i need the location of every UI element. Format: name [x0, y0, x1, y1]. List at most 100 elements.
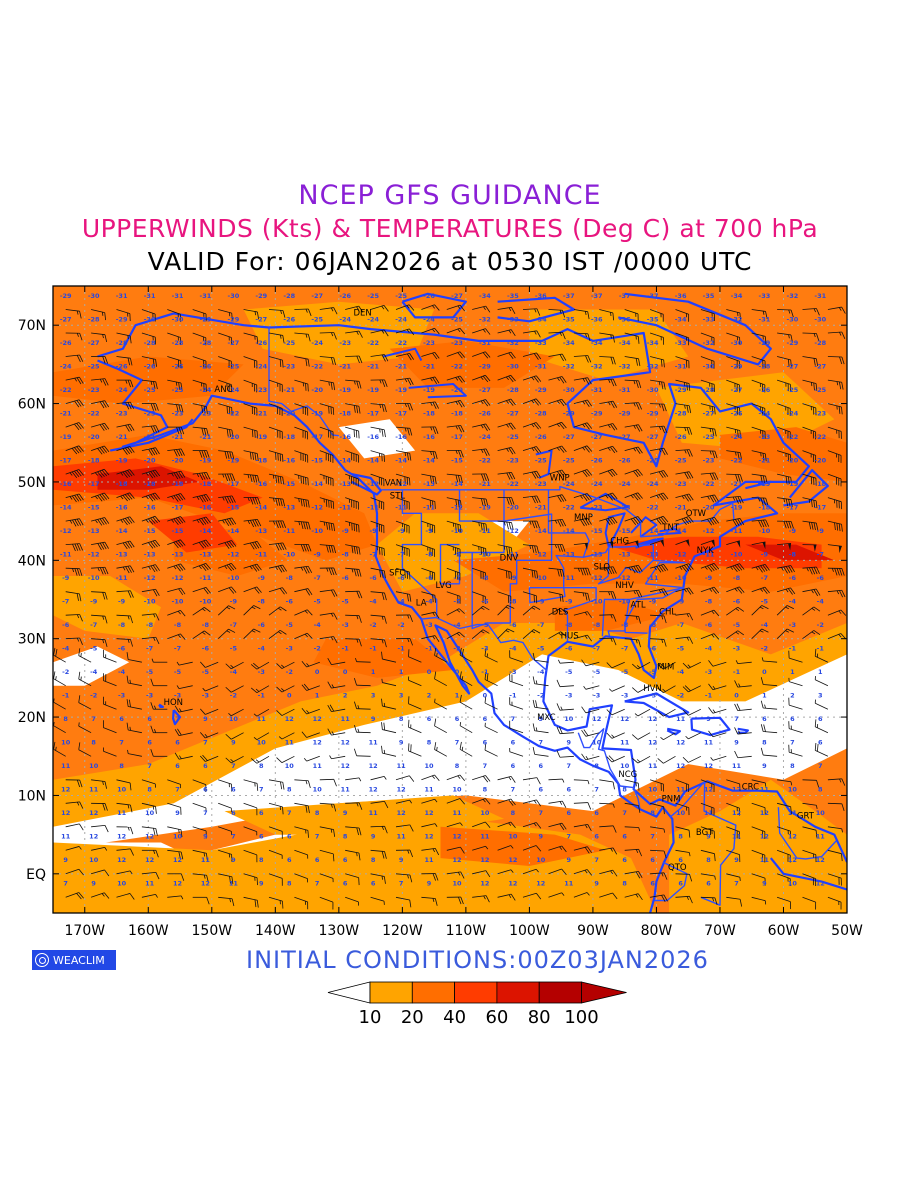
barb-half	[430, 402, 433, 406]
barb-full	[358, 591, 363, 599]
temperature-value: 12	[816, 856, 825, 864]
barb-full	[205, 313, 207, 322]
barb-full	[71, 495, 77, 503]
barb-full	[253, 628, 261, 633]
wind-barb	[548, 309, 565, 318]
temperature-value: 11	[424, 786, 434, 794]
temperature-value: 9	[371, 715, 376, 723]
barb-full	[152, 589, 158, 597]
wind-barb	[90, 445, 110, 455]
coastline	[97, 359, 675, 913]
barb-full	[683, 564, 690, 572]
barb-full	[355, 478, 357, 486]
barb-full	[762, 519, 767, 528]
wind-barb	[243, 541, 262, 550]
barb-full	[404, 476, 406, 485]
temperature-value: -2	[230, 692, 237, 700]
barb-full	[74, 470, 80, 478]
barb-half	[834, 499, 836, 504]
temperature-value: 11	[424, 856, 434, 864]
barb-half	[94, 495, 98, 500]
temperature-value: 9	[231, 739, 236, 747]
wind-barb	[345, 544, 361, 555]
longitude-label: 90W	[577, 923, 609, 939]
temperature-value: -30	[814, 315, 826, 323]
barb-half	[808, 499, 811, 503]
wind-barb	[243, 605, 261, 616]
barb-pennant	[788, 543, 792, 551]
temperature-value: 12	[173, 856, 182, 864]
barb-half	[684, 404, 686, 409]
barb-full	[231, 586, 237, 593]
barb-full	[459, 572, 461, 581]
barb-full	[282, 564, 287, 572]
temperature-value: -1	[705, 692, 713, 700]
wind-barb	[624, 540, 639, 548]
barb-full	[587, 568, 591, 576]
barb-half	[278, 631, 282, 635]
barb-full	[556, 471, 563, 478]
wind-barb	[446, 449, 464, 458]
wind-barb	[548, 544, 566, 552]
barb-full	[308, 308, 312, 317]
barb-full	[709, 564, 715, 572]
temperature-value: -8	[174, 621, 182, 629]
temperature-value: -25	[703, 433, 715, 441]
barb-full	[76, 494, 82, 501]
barb-half	[730, 566, 734, 570]
barb-full	[631, 566, 636, 574]
wind-barb	[624, 309, 639, 322]
wind-barb	[497, 591, 512, 604]
barb-full	[787, 383, 789, 392]
wind-barb	[548, 607, 567, 616]
barb-full	[127, 493, 133, 500]
barb-half	[222, 519, 225, 524]
wind-barb	[675, 563, 694, 573]
barb-full	[485, 523, 488, 532]
barb-full	[432, 451, 436, 459]
barb-full	[254, 475, 258, 483]
wind-barb	[141, 447, 160, 456]
barb-full	[226, 451, 230, 459]
barb-half	[277, 383, 279, 387]
barb-full	[460, 475, 463, 483]
barb-full	[332, 407, 335, 415]
barb-half	[300, 567, 304, 571]
barb-full	[198, 495, 204, 503]
wind-barb	[65, 399, 84, 408]
wind-barb	[675, 587, 694, 595]
temperature-value: -28	[814, 339, 826, 347]
barb-full	[99, 567, 104, 575]
barb-half	[202, 631, 206, 635]
temperature-value: -1	[509, 692, 517, 700]
barb-full	[485, 548, 487, 556]
barb-full	[840, 455, 842, 463]
barb-half	[381, 305, 385, 310]
barb-half	[326, 567, 329, 572]
barb-half	[323, 521, 326, 526]
barb-full	[180, 360, 182, 369]
barb-half	[379, 404, 382, 409]
temperature-value: -24	[395, 315, 407, 323]
barb-full	[102, 567, 107, 575]
wind-barb	[751, 379, 766, 393]
wind-barb	[141, 588, 160, 597]
wind-barb	[726, 540, 741, 548]
temperature-value: 8	[371, 856, 376, 864]
wind-barb	[141, 379, 158, 390]
temperature-value: 12	[89, 809, 98, 817]
barb-full	[198, 542, 205, 549]
wind-barb	[167, 539, 186, 549]
barb-full	[275, 452, 277, 460]
wind-barb	[497, 604, 515, 616]
barb-full	[203, 472, 208, 480]
temperature-value: 11	[61, 762, 71, 770]
temperature-value: -18	[339, 409, 351, 417]
barb-full	[813, 522, 816, 531]
barb-full	[224, 496, 229, 504]
barb-full	[201, 518, 207, 525]
barb-full	[175, 471, 181, 479]
barb-full	[79, 354, 84, 362]
temperature-value: -27	[731, 386, 743, 394]
barb-full	[612, 378, 617, 387]
